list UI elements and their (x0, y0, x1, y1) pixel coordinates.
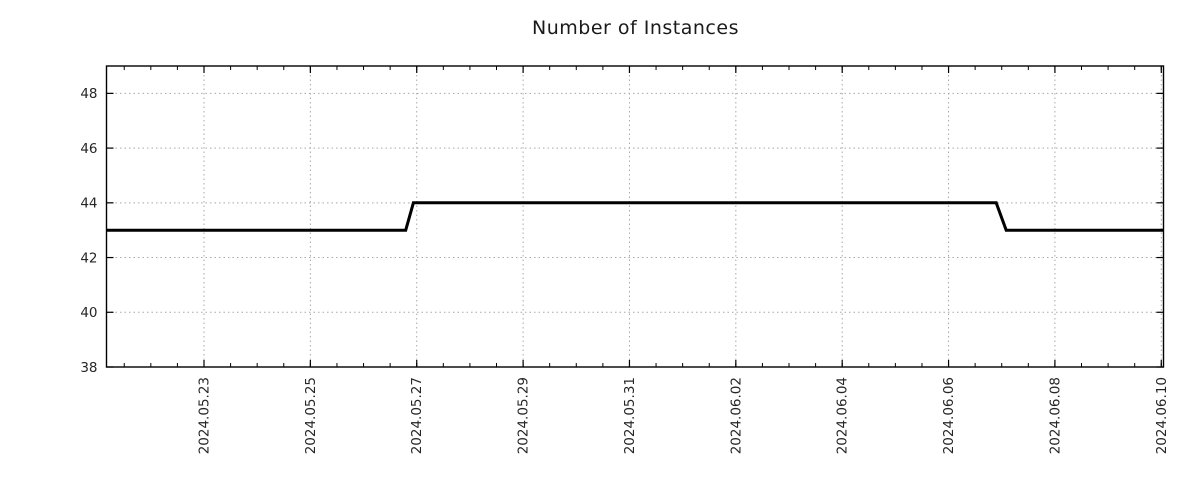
y-tick-label: 48 (80, 86, 97, 102)
x-tick-label: 2024.06.02 (728, 377, 744, 454)
x-tick-label: 2024.06.04 (835, 377, 851, 454)
x-tick-label: 2024.05.27 (409, 377, 425, 454)
x-tick-label: 2024.05.23 (197, 377, 213, 454)
y-tick-label: 40 (80, 305, 97, 321)
x-tick-label: 2024.06.10 (1154, 377, 1170, 454)
x-tick-label: 2024.05.25 (303, 377, 319, 454)
y-tick-label: 38 (80, 360, 97, 376)
x-tick-label: 2024.06.08 (1047, 377, 1063, 454)
y-tick-label: 42 (80, 250, 97, 266)
y-tick-label: 44 (80, 196, 97, 212)
y-tick-label: 46 (80, 141, 97, 157)
chart-title: Number of Instances (532, 17, 739, 39)
x-tick-label: 2024.06.06 (941, 377, 957, 454)
plot-border (105, 65, 1165, 368)
x-tick-label: 2024.05.31 (622, 377, 638, 454)
x-tick-label: 2024.05.29 (516, 377, 532, 454)
data-series-line (106, 201, 1164, 232)
